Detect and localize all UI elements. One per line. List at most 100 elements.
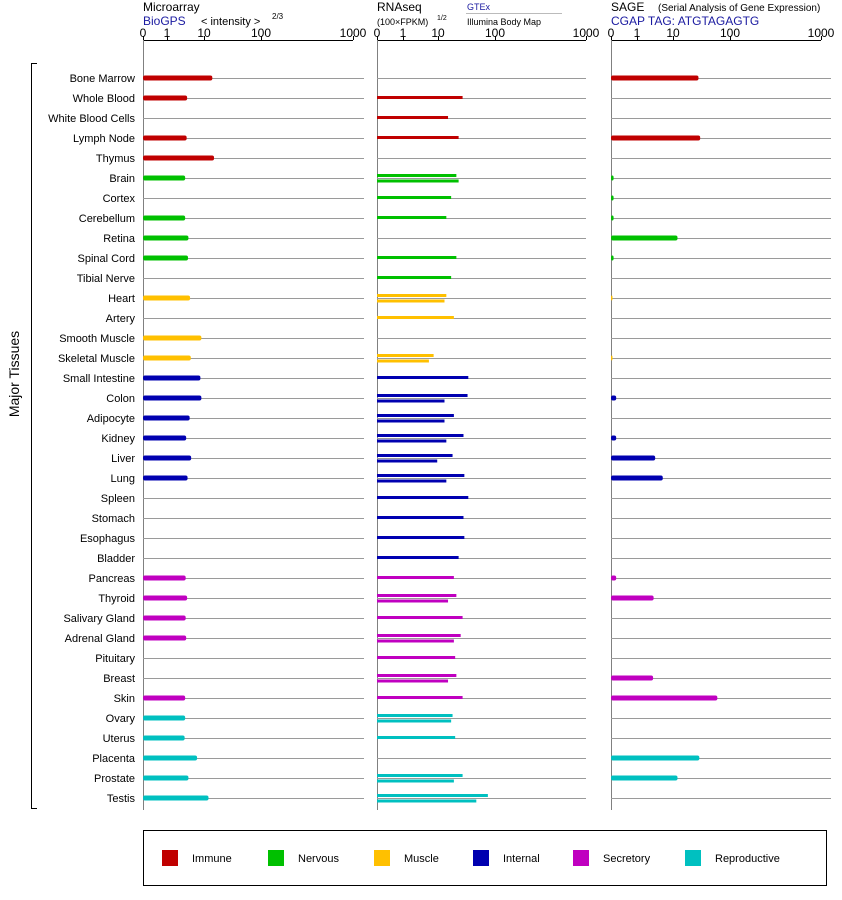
tissue-label: Ovary <box>106 713 136 725</box>
rnaseq-gtex-bar <box>377 434 464 437</box>
sage-bar <box>611 775 678 781</box>
legend-label-reproductive: Reproductive <box>715 853 780 865</box>
legend-label-muscle: Muscle <box>404 853 439 865</box>
microarray-bar <box>143 355 191 361</box>
microarray-bar <box>143 255 189 261</box>
sage-bar <box>611 695 718 701</box>
microarray-bar <box>143 335 202 341</box>
tissue-label: Bladder <box>97 553 135 565</box>
legend-swatch-nervous <box>268 850 284 866</box>
rnaseq-ibm-bar <box>377 179 459 183</box>
microarray-bar <box>143 235 189 241</box>
sage-bar <box>611 135 701 141</box>
tissue-label: Placenta <box>92 753 136 765</box>
legend-label-secretory: Secretory <box>603 853 651 865</box>
tissue-label: Spleen <box>101 493 135 505</box>
sage-bar <box>611 195 614 201</box>
tissue-label: Adrenal Gland <box>65 633 135 645</box>
sage-tick-label: 100 <box>720 26 740 40</box>
tissue-label: Adipocyte <box>87 413 135 425</box>
rnaseq-gtex-bar <box>377 696 463 699</box>
sage-bar <box>611 175 614 181</box>
rnaseq-gtex-bar <box>377 496 469 499</box>
tissue-label: Colon <box>106 393 135 405</box>
rnaseq-tick-label: 10 <box>431 26 445 40</box>
tissue-label: Lung <box>111 473 135 485</box>
rnaseq-tick-label: 100 <box>485 26 505 40</box>
microarray-bar <box>143 135 187 141</box>
tissue-label: Testis <box>107 793 136 805</box>
legend-swatch-secretory <box>573 850 589 866</box>
rnaseq-gtex-bar <box>377 414 454 417</box>
rnaseq-gtex-bar <box>377 656 456 659</box>
microarray-title: Microarray <box>143 0 200 14</box>
tissue-label: Liver <box>111 453 135 465</box>
sage-bar <box>611 455 656 461</box>
microarray-bar <box>143 215 186 221</box>
rnaseq-unit: (100×FPKM) <box>377 17 428 27</box>
sage-note: (Serial Analysis of Gene Expression) <box>658 3 820 14</box>
tissue-label: Thyroid <box>98 593 135 605</box>
sage-bar <box>611 355 613 361</box>
rnaseq-gtex-bar <box>377 256 457 259</box>
tissue-label: Retina <box>103 233 136 245</box>
microarray-bar <box>143 635 187 641</box>
microarray-bar <box>143 455 192 461</box>
rnaseq-ibm-bar <box>377 359 429 363</box>
rnaseq-gtex-bar <box>377 774 463 777</box>
legend-swatch-internal <box>473 850 489 866</box>
tissue-label: Prostate <box>94 773 135 785</box>
tissue-label: Spinal Cord <box>78 253 135 265</box>
legend-swatch-muscle <box>374 850 390 866</box>
rnaseq-ibm-bar <box>377 719 452 723</box>
legend-label-internal: Internal <box>503 853 540 865</box>
rnaseq-gtex-bar <box>377 594 457 597</box>
rnaseq-ibm-bar <box>377 419 445 423</box>
rnaseq-gtex-bar <box>377 276 452 279</box>
sage-bar <box>611 255 614 261</box>
rnaseq-exponent: 1/2 <box>437 15 447 22</box>
tissue-label: Skin <box>114 693 135 705</box>
tissue-label: Smooth Muscle <box>59 333 135 345</box>
microarray-source: BioGPS <box>143 14 186 28</box>
rnaseq-gtex-bar <box>377 96 463 99</box>
rnaseq-source-gtex: GTEx <box>467 2 491 12</box>
microarray-bar <box>143 775 189 781</box>
microarray-tick-label: 10 <box>197 26 211 40</box>
legend-swatch-reproductive <box>685 850 701 866</box>
tissue-label: Tibial Nerve <box>77 273 135 285</box>
rnaseq-gtex-bar <box>377 556 459 559</box>
microarray-bar <box>143 295 191 301</box>
panel-header-microarray: Microarray BioGPS < intensity > 2/3 <box>143 0 284 28</box>
tissue-label: Kidney <box>101 433 135 445</box>
microarray-bar <box>143 375 201 381</box>
sage-tick-label: 0 <box>608 26 615 40</box>
rnaseq-gtex-bar <box>377 294 447 297</box>
sage-tick-label: 10 <box>666 26 680 40</box>
sage-bar <box>611 215 614 221</box>
microarray-bar <box>143 75 213 81</box>
rnaseq-gtex-bar <box>377 376 469 379</box>
rnaseq-ibm-bar <box>377 299 445 303</box>
microarray-bar <box>143 155 215 161</box>
axes-layer: 0 1 10 100 1000 0 1 10 100 1000 0 1 10 100 1000 <box>140 26 835 810</box>
tissue-label: White Blood Cells <box>48 113 135 125</box>
rnaseq-tick-label: 0 <box>374 26 381 40</box>
rnaseq-gtex-bar <box>377 116 449 119</box>
rnaseq-gtex-bar <box>377 316 454 319</box>
legend-label-immune: Immune <box>192 853 232 865</box>
rnaseq-gtex-bar <box>377 174 457 177</box>
rnaseq-gtex-bar <box>377 736 456 739</box>
rnaseq-tick-label: 1000 <box>573 26 600 40</box>
sage-tick-label: 1 <box>634 26 641 40</box>
sage-bar <box>611 595 654 601</box>
rnaseq-source-ibm: Illumina Body Map <box>467 17 541 27</box>
sage-source: CGAP TAG: ATGTAGAGTG <box>611 14 759 28</box>
tissue-label: Pituitary <box>95 653 135 665</box>
sage-bar <box>611 395 617 401</box>
microarray-bar <box>143 575 186 581</box>
rnaseq-gtex-bar <box>377 616 463 619</box>
microarray-bar <box>143 715 186 721</box>
microarray-unit: < intensity > <box>201 16 260 28</box>
